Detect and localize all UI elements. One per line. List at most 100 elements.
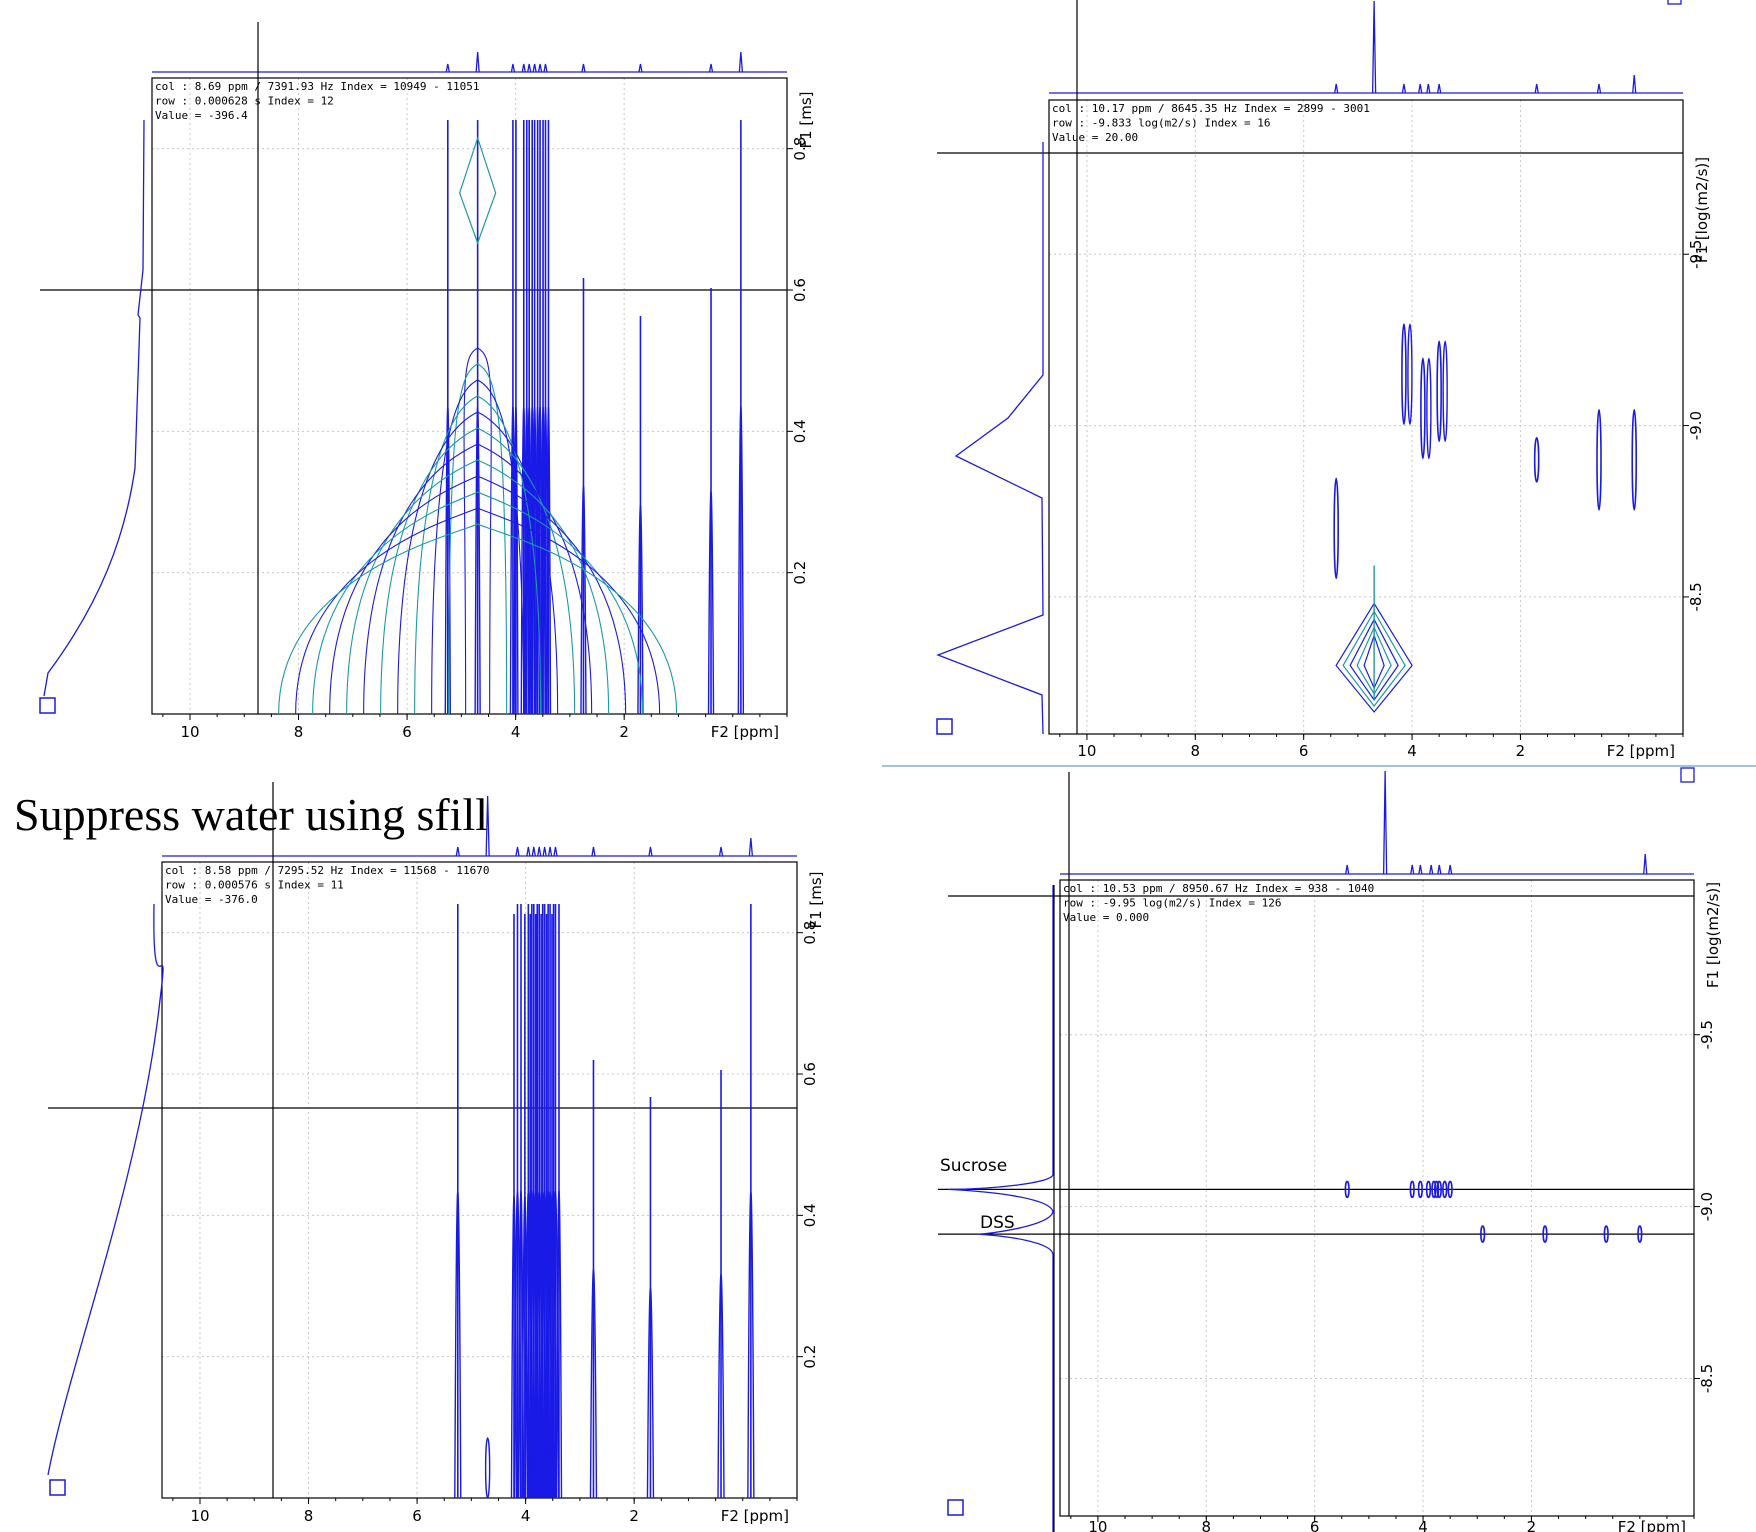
water-contour [363, 443, 593, 715]
square-marker-icon [1680, 767, 1695, 783]
dosy-peak [1436, 1180, 1442, 1199]
left-projection [47, 903, 164, 1476]
dosy-peak [1333, 477, 1339, 580]
x-tick-label: 2 [619, 723, 629, 741]
dosy-peak [1631, 409, 1638, 511]
f2-axis-label: F2 [ppm] [711, 723, 779, 741]
x-tick-label: 8 [304, 1507, 314, 1525]
projection-peak [648, 846, 653, 857]
y-tick-label: -9.0 [1687, 411, 1705, 440]
projection-peak [738, 51, 744, 73]
projection-peak [638, 63, 643, 73]
y-tick-label: 0.6 [801, 1062, 819, 1086]
x-tick-label: 8 [294, 723, 304, 741]
dosy-peak [1637, 1225, 1643, 1243]
projection-peak [542, 846, 547, 857]
dosy-peak [1436, 340, 1442, 443]
projection-peak [445, 63, 450, 73]
x-tick-label: 6 [412, 1507, 422, 1525]
plot-frame [161, 861, 798, 1499]
projection-peak [1418, 864, 1423, 875]
cursor-readout-line: Value = 20.00 [1052, 131, 1138, 144]
projection-peak [708, 63, 714, 73]
dosy-peak [1434, 1180, 1440, 1199]
y-tick-label: 0.6 [791, 278, 809, 302]
projection-peak [1534, 83, 1539, 94]
projection-peak [485, 795, 490, 857]
projection-peak [1418, 83, 1423, 94]
projection-peak [1371, 0, 1377, 94]
water-contour [312, 491, 644, 715]
dosy-peak [1344, 1180, 1350, 1199]
dosy-peak [1603, 1225, 1609, 1243]
projection-peak [1429, 864, 1434, 875]
projection-peak [748, 837, 754, 857]
y-tick-label: 0.8 [801, 921, 819, 945]
projection-peak [1596, 83, 1602, 94]
dosy-peak [1417, 1180, 1423, 1199]
projection-peak [527, 63, 532, 73]
y-tick-label: 0.4 [791, 419, 809, 443]
x-tick-label: 10 [180, 723, 199, 741]
projection-peak [515, 846, 520, 857]
projection-peak [1334, 83, 1339, 94]
x-tick-label: 10 [1088, 1518, 1107, 1532]
peak-stripe [484, 1437, 491, 1499]
dosy-peak [1542, 1225, 1548, 1243]
y-tick-label: -8.5 [1698, 1364, 1716, 1393]
water-contour [414, 395, 542, 715]
water-contour [431, 379, 525, 715]
x-tick-label: 2 [1527, 1518, 1537, 1532]
water-contour [448, 363, 508, 715]
cursor-readout-line: row : 0.000628 s Index = 12 [155, 95, 334, 108]
x-tick-label: 10 [1077, 742, 1096, 760]
f2-axis-label: F2 [ppm] [1618, 1518, 1686, 1532]
plot-frame [151, 77, 788, 715]
x-tick-label: 10 [190, 1507, 209, 1525]
projection-peak [531, 846, 536, 857]
cursor-readout-line: row : -9.833 log(m2/s) Index = 16 [1052, 117, 1271, 130]
dosy-peak [1447, 1180, 1453, 1199]
dosy-peak [1533, 437, 1540, 483]
y-tick-label: 0.2 [791, 561, 809, 585]
projection-peak [1437, 864, 1442, 875]
water-contour [346, 459, 610, 715]
projection-peak [510, 63, 516, 73]
cursor-readout-line: row : 0.000576 s Index = 11 [165, 879, 344, 892]
projection-peak [1437, 83, 1442, 94]
cursor-readout-line: Value = -376.0 [165, 893, 258, 906]
projection-peak [1643, 853, 1648, 875]
x-tick-label: 2 [629, 1507, 639, 1525]
x-tick-label: 8 [1191, 742, 1201, 760]
square-marker-icon [947, 1499, 964, 1516]
panel-relaxation-sfill: 10 8 6 4 2 F2 [ppm] 0.2 0.4 0.6 0.8F1 [ms] col : 8… [47, 782, 825, 1525]
projection-peak [1382, 770, 1388, 875]
dosy-peak [1596, 409, 1602, 511]
projection-peak [543, 63, 548, 73]
panel-dosy-raw: 10 8 6 4 2 F2 [ppm] -8.5 -9.0 -9.5F1 [log(m2/s)]… [936, 0, 1711, 760]
dosy-peak [1335, 602, 1413, 713]
y-tick-label: -8.5 [1687, 582, 1705, 611]
water-contour [397, 411, 559, 715]
dosy-peak [1420, 357, 1426, 460]
projection-peak [1401, 83, 1407, 94]
square-marker-icon [49, 1479, 66, 1496]
projection-peak [1410, 864, 1415, 875]
projection-peak [532, 63, 537, 73]
dosy-peak [1442, 1180, 1448, 1199]
f1-axis-label: F1 [ms] [797, 91, 815, 148]
projection-peak [1632, 74, 1637, 94]
projection-peak [553, 846, 558, 857]
f2-axis-label: F2 [ppm] [1607, 742, 1675, 760]
panel-relaxation-raw: 10 8 6 4 2 F2 [ppm] 0.2 0.4 0.6 0.8F1 [ms] col : 8… [39, 22, 815, 741]
panel-dosy-sfill: 10 8 6 4 2 F2 [ppm] -8.5 -9.0 -9.5 F1 [log(m2/s)]… [938, 767, 1722, 1532]
projection-peak [718, 846, 724, 857]
dosy-peak [1407, 323, 1413, 425]
cursor-readout-line: col : 8.58 ppm / 7295.52 Hz Index = 1156… [165, 864, 490, 877]
f2-axis-label: F2 [ppm] [721, 1507, 789, 1525]
section-heading: Suppress water using sfill [14, 789, 488, 840]
x-tick-label: 4 [1407, 742, 1417, 760]
projection-peak [526, 846, 531, 857]
plot-frame [1048, 99, 1684, 735]
square-marker-icon [39, 697, 56, 714]
